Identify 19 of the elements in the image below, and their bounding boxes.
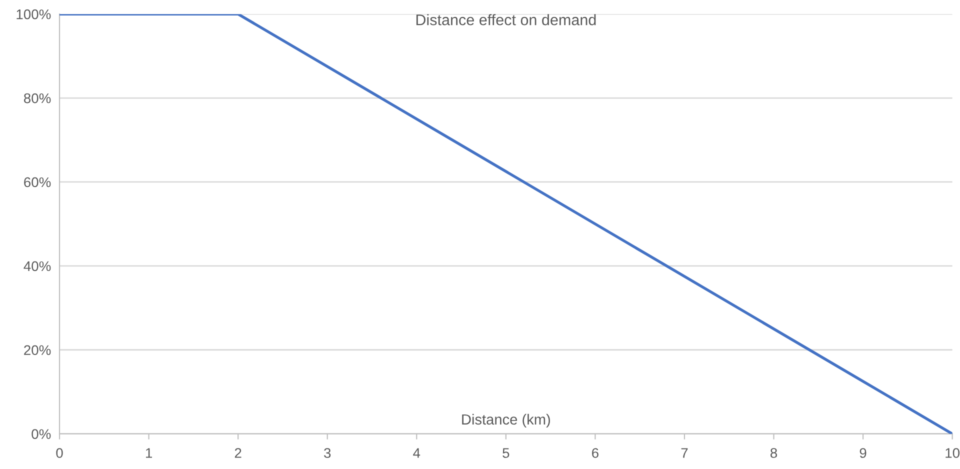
x-tick-label: 10 — [946, 448, 960, 458]
y-tick-label: 0% — [32, 429, 51, 439]
x-tick-label: 3 — [324, 448, 331, 458]
y-tick-label: 40% — [24, 261, 51, 272]
x-axis-title: Distance (km) — [462, 414, 550, 428]
x-tick-label: 9 — [860, 448, 866, 458]
x-tick-label: 4 — [413, 448, 420, 458]
x-tick-label: 1 — [146, 448, 152, 458]
x-tick-label: 2 — [234, 448, 242, 458]
y-tick-label: 100% — [16, 9, 51, 20]
x-tick-label: 6 — [592, 448, 598, 458]
x-tick-label: 5 — [502, 448, 510, 458]
y-tick-label: 80% — [24, 93, 51, 104]
x-tick-label: 8 — [770, 448, 778, 458]
chart-title: Distance effect on demand — [416, 14, 596, 26]
x-tick-label: 7 — [681, 448, 688, 458]
y-tick-label: 60% — [24, 177, 51, 188]
x-tick-label: 0 — [56, 448, 63, 458]
y-tick-label: 20% — [24, 345, 51, 356]
